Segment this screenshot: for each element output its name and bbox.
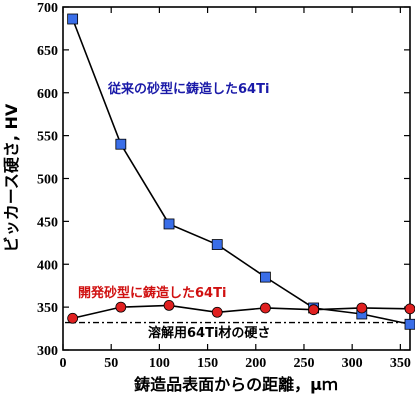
data-point-red	[308, 304, 320, 316]
x-tick-label: 50	[104, 356, 118, 371]
x-tick-label: 100	[149, 356, 170, 371]
series-line-0	[71, 18, 411, 326]
data-point-red	[67, 312, 79, 324]
x-axis-label: 鋳造品表面からの距離，μｍ	[134, 375, 338, 394]
x-tick-label: 0	[60, 356, 67, 371]
y-tick-label: 450	[37, 215, 58, 230]
reference-line-label: 溶解用64Ti材の硬さ	[148, 325, 270, 341]
y-tick-label: 650	[37, 44, 58, 59]
data-point-red	[260, 302, 271, 314]
series-group	[67, 13, 415, 330]
data-point-blue	[67, 13, 79, 25]
x-tick-label: 300	[342, 356, 363, 371]
x-tick-label: 350	[390, 356, 411, 371]
data-point-red	[115, 301, 127, 313]
series-label-red: 開発砂型に鋳造した64Ti	[78, 285, 226, 301]
y-tick-label: 600	[37, 87, 58, 102]
series-line-1	[72, 304, 411, 320]
y-tick-label: 300	[37, 344, 58, 359]
data-point-red	[211, 306, 223, 318]
data-point-blue	[211, 239, 223, 250]
y-tick-label: 550	[37, 130, 58, 145]
y-tick-label: 700	[37, 1, 58, 16]
axis-ticks: 300 350 400 450 500 550 600 650 700 0 50 100 150 200 2…	[37, 1, 411, 371]
y-tick-label: 500	[37, 173, 58, 188]
y-tick-label: 350	[37, 301, 58, 316]
series-label-blue: 従来の砂型に鋳造した64Ti	[107, 81, 269, 97]
data-point-red	[404, 303, 415, 315]
data-point-blue	[115, 138, 127, 150]
x-tick-label: 250	[293, 356, 314, 371]
x-tick-label: 200	[245, 356, 266, 371]
data-point-blue	[163, 218, 175, 230]
x-tick-label: 150	[197, 356, 218, 371]
data-point-blue	[404, 318, 415, 330]
y-tick-label: 400	[37, 258, 58, 273]
data-point-red	[163, 300, 175, 311]
y-axis-label: ビッカース硬さ, HV	[2, 103, 21, 252]
data-point-blue	[260, 271, 271, 283]
data-point-red	[356, 302, 368, 314]
